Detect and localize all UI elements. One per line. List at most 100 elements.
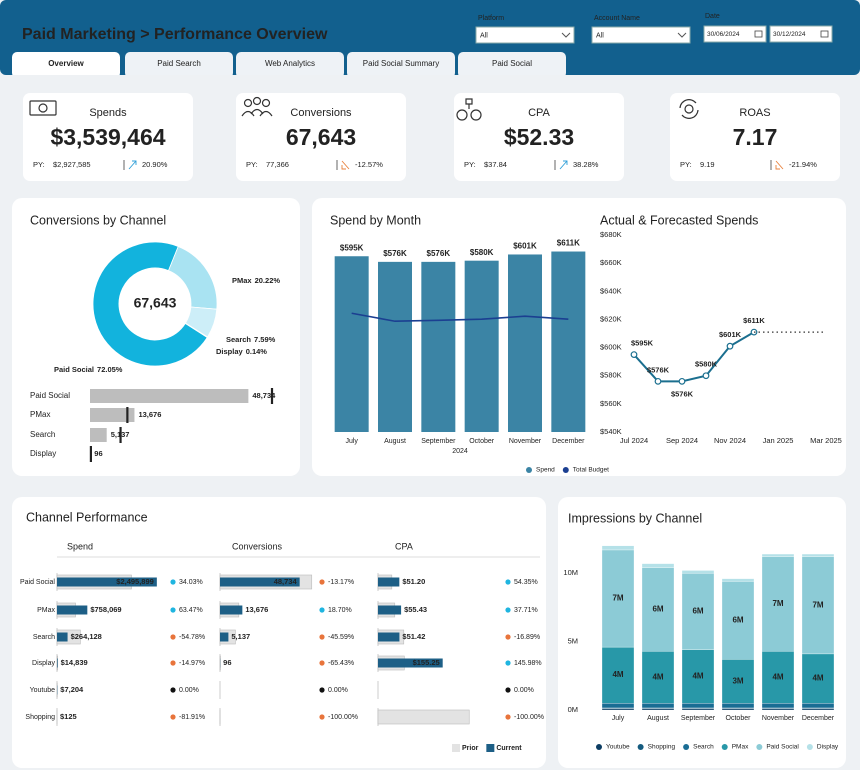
x-tick-label: September: [681, 715, 716, 722]
stacked-segment: [641, 567, 675, 652]
x-tick-label: August: [384, 438, 406, 445]
tab[interactable]: [347, 52, 455, 78]
kpi-change: -12.57%: [355, 160, 383, 169]
chevron: [677, 32, 687, 38]
current-bar: [57, 577, 157, 587]
bar-category: Display: [30, 449, 56, 458]
change-label: 54.35%: [514, 579, 538, 586]
x-tick-label: Jul 2024: [620, 436, 648, 445]
point-label: $576K: [647, 365, 670, 374]
change-dot: [505, 634, 511, 640]
date-input[interactable]: [769, 25, 833, 43]
bar-value-label: $576K: [383, 249, 407, 258]
bar: [551, 251, 586, 432]
kpi-label: ROAS: [739, 107, 770, 119]
card-title: Actual & Forecasted Spends: [600, 213, 758, 227]
bar: [464, 260, 499, 432]
bullet-bar: [90, 389, 249, 403]
date-value: 30/12/2024: [773, 31, 806, 38]
kpi-value: $3,539,464: [50, 124, 165, 150]
slice-label: PMax 20.22%: [232, 276, 280, 285]
x-tick-label: October: [469, 438, 495, 445]
budget-line: [351, 312, 569, 323]
stacked-segment: [681, 703, 715, 709]
calendar-icon: [820, 30, 829, 38]
change-dot: [319, 714, 325, 720]
change-dot: [319, 579, 325, 585]
x-tick-label: Sep 2024: [666, 436, 698, 445]
legend-swatch: [806, 744, 813, 750]
tab[interactable]: [125, 52, 233, 78]
legend-label: Spend: [536, 467, 555, 474]
stacked-segment: [761, 556, 795, 652]
card: [12, 198, 300, 476]
donut-slice: [184, 322, 209, 338]
bar-value-label: 48,734: [252, 391, 276, 400]
change-dot: [319, 607, 325, 613]
column-header: Spend: [67, 541, 93, 551]
trend-arrow: [775, 160, 784, 170]
change-dot: [505, 687, 511, 693]
change-dot: [505, 660, 511, 666]
segment-label: 4M: [812, 674, 823, 683]
legend-swatch: [486, 744, 495, 752]
slice-name: Display: [216, 347, 244, 356]
x-tick-label: Jan 2025: [763, 436, 794, 445]
filter-label: Account Name: [594, 15, 640, 22]
stacked-segment: [721, 581, 755, 660]
change-dot: [505, 714, 511, 720]
filter-label: Platform: [478, 15, 504, 22]
legend-swatch: [683, 744, 690, 750]
segment-label: 4M: [692, 672, 703, 681]
current-bar: [57, 632, 68, 642]
stacked-segment: [721, 578, 755, 582]
point-label: $595K: [631, 339, 654, 348]
change-label: -100.00%: [514, 714, 544, 721]
legend-label: Shopping: [648, 744, 676, 751]
bar-category: PMax: [30, 410, 50, 419]
filter-label: Date: [705, 13, 720, 20]
slice-value: 20.22%: [255, 276, 281, 285]
bar: [421, 261, 456, 432]
x-tick-label: September: [421, 438, 456, 445]
filter-dropdown[interactable]: [475, 26, 575, 44]
kpi-py-label: PY:: [464, 160, 476, 169]
point-marker: [702, 372, 710, 380]
x-tick-label: November: [762, 715, 795, 722]
filter-dropdown[interactable]: [591, 26, 691, 44]
bar-value-label: $51.42: [402, 632, 425, 641]
stacked-segment: [721, 708, 755, 711]
legend-label: PMax: [732, 744, 749, 751]
change-label: -81.91%: [179, 714, 205, 721]
tab[interactable]: [12, 52, 120, 78]
date-input[interactable]: [703, 25, 767, 43]
date-value: 30/06/2024: [707, 31, 740, 38]
filter-value: All: [596, 32, 604, 39]
tab[interactable]: [236, 52, 344, 78]
stacked-segment: [681, 649, 715, 704]
legend-swatch: [596, 744, 602, 750]
stacked-segment: [721, 703, 755, 709]
point-label: $601K: [719, 330, 742, 339]
segment-label: 4M: [772, 672, 783, 681]
bar-value-label: 5,137: [231, 632, 250, 641]
kpi-py: 9.19: [700, 160, 715, 169]
kpi-py: $37.84: [484, 160, 507, 169]
slice-name: Search: [226, 335, 251, 344]
kpi-card: [670, 93, 840, 181]
change-label: 37.71%: [514, 607, 538, 614]
change-label: -13.17%: [328, 579, 354, 586]
change-dot: [170, 687, 176, 693]
x-tick-label: July: [612, 715, 625, 722]
segment-label: 4M: [612, 670, 623, 679]
tab[interactable]: [458, 52, 566, 78]
kpi-py-label: PY:: [33, 160, 45, 169]
change-dot: [319, 687, 325, 693]
kpi-value: $52.33: [504, 124, 574, 150]
trend-arrow: [775, 165, 780, 170]
row-label: Youtube: [30, 687, 56, 694]
row-label: Shopping: [25, 714, 55, 721]
kpi-card: [454, 93, 624, 181]
trend-arrow: [559, 160, 568, 170]
